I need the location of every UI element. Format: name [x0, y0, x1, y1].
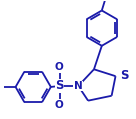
Text: S: S — [120, 69, 129, 82]
Text: O: O — [54, 100, 63, 110]
Text: O: O — [54, 62, 63, 72]
Text: N: N — [74, 81, 83, 91]
Text: S: S — [55, 79, 64, 92]
